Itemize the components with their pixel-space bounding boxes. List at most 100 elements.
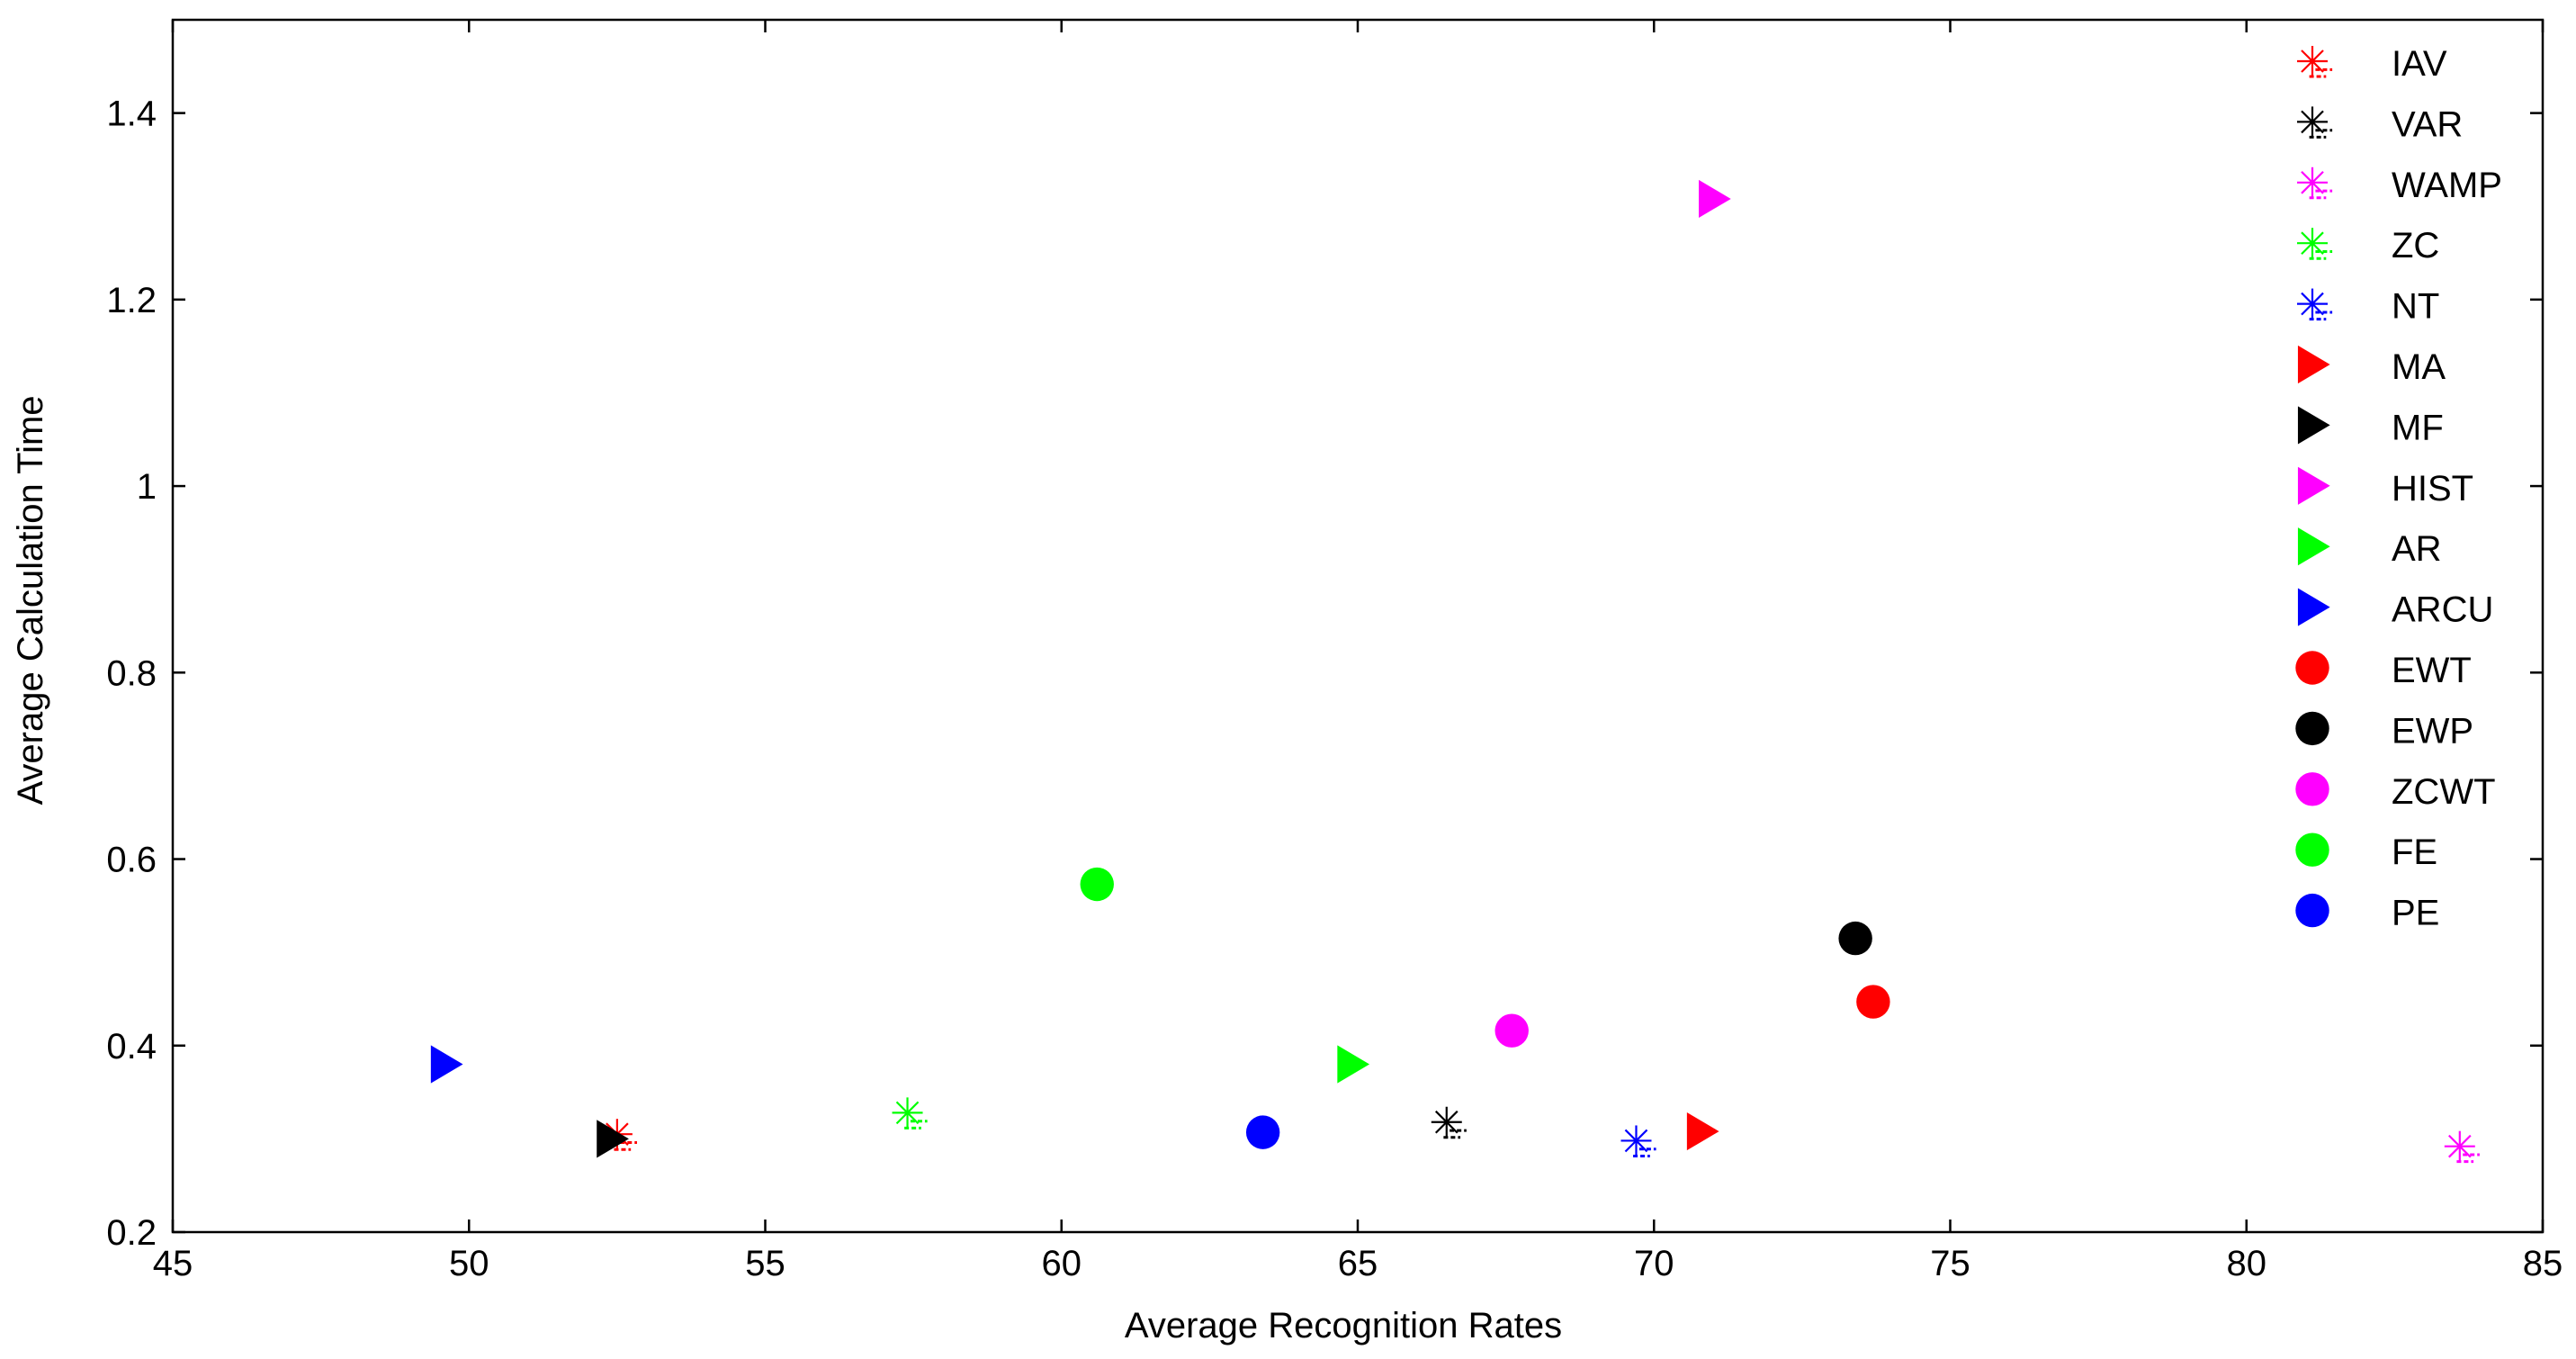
- x-tick-label: 55: [745, 1244, 785, 1283]
- y-tick-label: 1.2: [106, 281, 157, 320]
- x-tick-label: 65: [1338, 1244, 1378, 1283]
- x-tick-label: 50: [449, 1244, 489, 1283]
- y-tick-label: 0.6: [106, 841, 157, 880]
- circle-marker: [1494, 1013, 1529, 1048]
- legend-label: ZCWT: [2392, 772, 2496, 812]
- legend-item-arcu: ARCU: [2297, 588, 2493, 630]
- x-tick-label: 80: [2227, 1244, 2267, 1283]
- triangle-marker: [2297, 588, 2330, 626]
- point-arcu: [430, 1045, 463, 1084]
- x-tick-label: 70: [1634, 1244, 1674, 1283]
- point-fe: [1080, 867, 1114, 902]
- legend-item-var: VAR: [2297, 104, 2463, 144]
- x-tick-label: 60: [1042, 1244, 1082, 1283]
- legend-item-iav: IAV: [2297, 44, 2447, 84]
- legend-marker: [2295, 893, 2329, 928]
- legend-item-pe: PE: [2295, 894, 2439, 933]
- legend-label: AR: [2392, 529, 2442, 569]
- y-tick-label: 0.8: [106, 653, 157, 693]
- legend-label: ZC: [2392, 226, 2439, 266]
- legend-marker: [2297, 228, 2333, 260]
- legend-label: ARCU: [2392, 590, 2493, 630]
- plot-frame: [171, 18, 2545, 1234]
- legend-marker: [2297, 406, 2330, 445]
- y-tick-label: 1: [137, 467, 157, 507]
- star-stroke: [1434, 1110, 1459, 1134]
- point-hist: [1699, 179, 1731, 219]
- star-stroke: [2301, 171, 2324, 194]
- point-var: [1431, 1106, 1467, 1139]
- triangle-marker: [2297, 345, 2330, 384]
- point-zcwt: [1494, 1013, 1529, 1048]
- legend-label: WAMP: [2392, 166, 2502, 205]
- legend-item-mf: MF: [2297, 406, 2444, 447]
- legend-label: VAR: [2392, 104, 2463, 144]
- legend-label: EWP: [2392, 711, 2473, 751]
- legend-marker: [2295, 711, 2329, 746]
- legend-label: IAV: [2392, 44, 2447, 84]
- x-tick-label: 45: [153, 1244, 193, 1283]
- circle-marker: [2295, 832, 2329, 867]
- star-stroke: [2301, 50, 2324, 73]
- legend-item-ewp: EWP: [2295, 711, 2473, 751]
- legend-marker: [2297, 288, 2333, 321]
- point-zc: [892, 1097, 928, 1130]
- point-wamp: [2444, 1130, 2480, 1164]
- triangle-marker: [1337, 1045, 1370, 1084]
- legend-marker: [2295, 651, 2329, 685]
- legend-item-zcwt: ZCWT: [2295, 772, 2496, 812]
- point-ewp: [1838, 921, 1872, 956]
- x-axis-label: Average Recognition Rates: [1125, 1306, 1562, 1346]
- x-tick-label: 75: [1930, 1244, 1970, 1283]
- legend-label: HIST: [2392, 469, 2473, 508]
- star-stroke: [2301, 231, 2324, 255]
- circle-marker: [1838, 921, 1872, 956]
- legend-label: MA: [2392, 347, 2446, 387]
- legend-marker: [2297, 106, 2333, 139]
- circle-marker: [2295, 893, 2329, 928]
- legend-label: PE: [2392, 894, 2439, 933]
- star-stroke: [1624, 1129, 1648, 1153]
- legend-marker: [2297, 166, 2333, 200]
- legend-label: EWT: [2392, 651, 2472, 690]
- legend-label: FE: [2392, 832, 2437, 872]
- point-mf: [597, 1120, 629, 1158]
- point-pe: [1245, 1115, 1280, 1149]
- y-axis-label: Average Calculation Time: [11, 395, 50, 805]
- legend-marker: [2297, 466, 2330, 505]
- legend-marker: [2295, 832, 2329, 867]
- ticks: 45 50 55 60 65 70 75 80 85 0.2 0.4 0.6 0.8 1 1.2 1.4: [106, 20, 2563, 1283]
- triangle-marker: [2297, 466, 2330, 505]
- legend-item-zc: ZC: [2297, 226, 2439, 266]
- legend-item-ewt: EWT: [2295, 651, 2472, 690]
- legend-marker: [2297, 345, 2330, 384]
- triangle-marker: [1699, 179, 1731, 219]
- legend: IAV VAR WAMP ZC NT MA MF HIST AR ARCU EWT EWP ZCWT FE…: [2295, 44, 2502, 933]
- y-tick-label: 0.4: [106, 1027, 157, 1066]
- point-ewt: [1856, 985, 1890, 1019]
- legend-marker: [2297, 588, 2330, 626]
- legend-label: MF: [2392, 408, 2444, 447]
- triangle-marker: [597, 1120, 629, 1158]
- star-stroke: [2448, 1134, 2472, 1158]
- circle-marker: [1856, 985, 1890, 1019]
- legend-marker: [2297, 46, 2333, 78]
- point-ma: [1686, 1112, 1719, 1151]
- y-tick-label: 0.2: [106, 1213, 157, 1253]
- x-tick-label: 85: [2523, 1244, 2563, 1283]
- circle-marker: [2295, 772, 2329, 806]
- legend-item-fe: FE: [2295, 832, 2437, 872]
- triangle-marker: [430, 1045, 463, 1084]
- axes: [171, 18, 2545, 1234]
- legend-item-ar: AR: [2297, 527, 2442, 569]
- legend-item-hist: HIST: [2297, 466, 2473, 508]
- triangle-marker: [2297, 406, 2330, 445]
- legend-item-ma: MA: [2297, 345, 2446, 387]
- star-stroke: [2301, 292, 2324, 316]
- star-stroke: [895, 1101, 920, 1125]
- circle-marker: [1080, 867, 1114, 902]
- legend-marker: [2295, 772, 2329, 806]
- point-ar: [1337, 1045, 1370, 1084]
- point-nt: [1620, 1125, 1656, 1157]
